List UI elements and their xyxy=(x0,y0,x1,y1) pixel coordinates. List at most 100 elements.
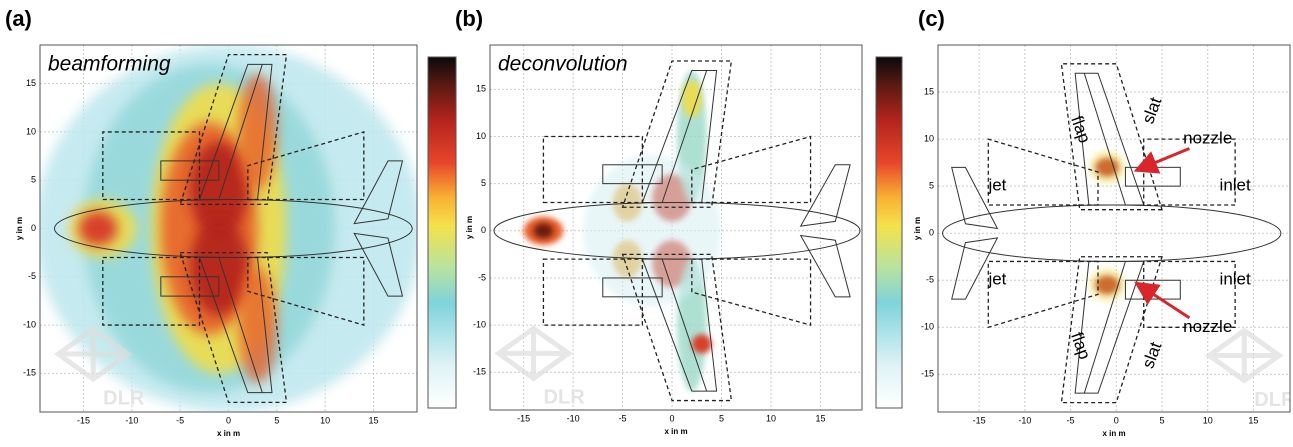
watermark-logo xyxy=(1204,327,1284,384)
y-tick-label: -5 xyxy=(926,275,934,285)
annotation: slat xyxy=(1138,339,1165,371)
x-tick-label: 5 xyxy=(1159,415,1164,425)
watermark-text: DLR xyxy=(1254,389,1293,411)
wing xyxy=(1074,72,1145,206)
x-tick-label: 5 xyxy=(274,415,279,425)
inlet-region xyxy=(691,258,812,326)
y-tick-label: 15 xyxy=(476,84,486,94)
y-tick-label: 10 xyxy=(26,126,36,136)
y-tick-label: 5 xyxy=(929,181,934,191)
heat-spot xyxy=(238,73,277,190)
inlet-region xyxy=(247,131,365,201)
heat-spot xyxy=(691,334,712,354)
engine xyxy=(160,276,220,297)
y-tick-label: -5 xyxy=(478,272,486,282)
heat-spot xyxy=(681,79,702,118)
tail xyxy=(353,232,404,297)
y-tick-label: 10 xyxy=(924,133,934,143)
wing-region xyxy=(179,54,288,206)
x-tick-label: -15 xyxy=(973,415,986,425)
heat-spot xyxy=(1088,150,1126,185)
x-tick-label: -15 xyxy=(517,413,530,423)
watermark-logo xyxy=(53,325,133,383)
jet-region xyxy=(1143,138,1236,206)
heat-spot xyxy=(583,155,722,307)
annotation: inlet xyxy=(1220,270,1251,289)
wing-region xyxy=(179,251,288,403)
plot-frame xyxy=(937,44,1291,413)
y-tick-label: 10 xyxy=(476,131,486,141)
panel-label: (b) xyxy=(455,6,483,31)
heat-spot xyxy=(189,141,248,239)
plot-area: DLR xyxy=(490,45,862,410)
x-tick-label: 0 xyxy=(670,413,675,423)
jet-region xyxy=(102,131,201,201)
arrow xyxy=(1133,147,1190,174)
x-tick-label: 10 xyxy=(320,415,330,425)
inlet-region xyxy=(247,256,365,326)
wing xyxy=(641,258,718,392)
wing xyxy=(198,63,273,201)
engine xyxy=(160,160,220,181)
annotation: inlet xyxy=(1220,176,1251,195)
jet-region xyxy=(102,256,201,326)
x-tick-label: 10 xyxy=(1203,415,1213,425)
wing xyxy=(1074,260,1145,394)
wing-region xyxy=(621,60,733,208)
y-tick-label: -5 xyxy=(28,271,36,281)
wing xyxy=(641,69,718,204)
y-axis-label: y in m xyxy=(15,217,24,240)
y-tick-label: -10 xyxy=(473,319,486,329)
heat-spot xyxy=(189,218,248,316)
arrow xyxy=(1134,281,1191,320)
inlet-region xyxy=(987,138,1099,206)
annotation: slat xyxy=(1138,95,1165,127)
wing-flap xyxy=(1083,73,1126,206)
x-tick-label: 0 xyxy=(226,415,231,425)
annotation: jet xyxy=(987,176,1006,195)
heat-spot xyxy=(238,267,277,384)
x-tick-label: 15 xyxy=(1248,415,1258,425)
x-tick-label: 0 xyxy=(1114,415,1119,425)
wing xyxy=(198,256,273,394)
y-tick-label: -15 xyxy=(921,369,934,379)
panel: (c) DLR -15 -10 -5 0 5 10 15 -15 -10 -5 0 5 10 15 x in m… xyxy=(913,6,1293,438)
watermark-text: DLR xyxy=(544,387,586,409)
tail xyxy=(799,234,851,298)
tail xyxy=(951,166,999,230)
annotation: nozzle xyxy=(1183,317,1232,336)
jet-region xyxy=(1143,260,1236,328)
y-tick-label: -10 xyxy=(921,322,934,332)
y-tick-label: 5 xyxy=(481,178,486,188)
y-tick-label: 15 xyxy=(924,86,934,96)
plot-frame xyxy=(39,44,418,413)
x-axis-label: x in m xyxy=(217,429,240,438)
x-tick-label: 15 xyxy=(368,415,378,425)
panel-label: (c) xyxy=(918,6,945,31)
x-tick-label: 15 xyxy=(815,413,825,423)
wing-flap xyxy=(661,258,708,392)
map-title: beamforming xyxy=(48,53,171,76)
heat-spot xyxy=(1088,268,1126,302)
x-tick-label: -5 xyxy=(176,415,184,425)
heat-spot xyxy=(78,211,118,246)
annotation: flap xyxy=(1067,330,1094,362)
y-tick-label: 15 xyxy=(26,78,36,88)
y-tick-label: -15 xyxy=(473,367,486,377)
y-tick-label: 5 xyxy=(31,175,36,185)
y-tick-label: 0 xyxy=(929,228,934,238)
y-tick-label: 0 xyxy=(481,225,486,235)
x-tick-label: -10 xyxy=(1018,415,1031,425)
x-tick-label: -5 xyxy=(1067,415,1075,425)
x-tick-label: -15 xyxy=(77,415,90,425)
panel: (b) DLR -15 -10 -5 0 5 10 15 -15 -10 -5 0 5 10 15 x in m… xyxy=(455,6,903,436)
y-axis-label: y in m xyxy=(913,217,922,240)
y-tick-label: -15 xyxy=(23,368,36,378)
tail xyxy=(951,237,999,300)
inlet-region xyxy=(987,260,1099,329)
x-tick-label: -10 xyxy=(567,413,580,423)
x-tick-label: -10 xyxy=(125,415,138,425)
jet-region xyxy=(542,135,644,204)
engine xyxy=(602,277,663,298)
